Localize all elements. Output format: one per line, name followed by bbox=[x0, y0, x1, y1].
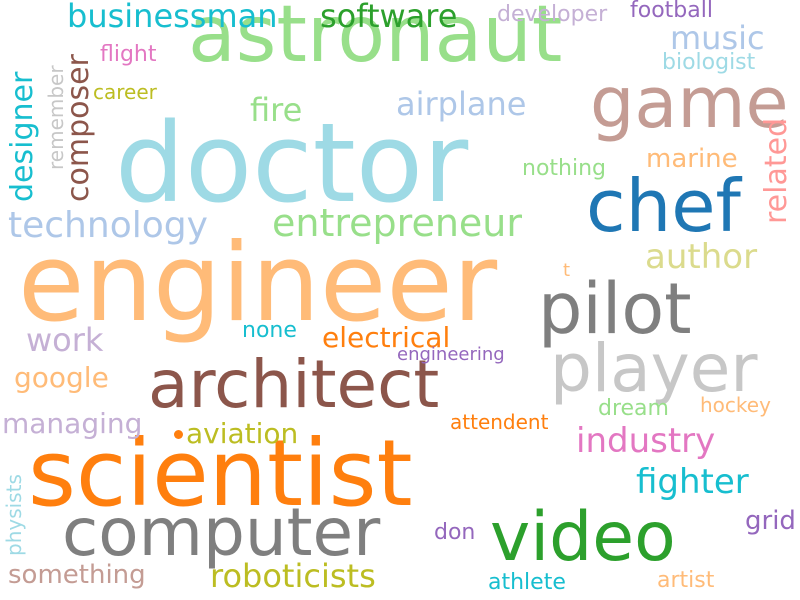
word-don: don bbox=[434, 520, 476, 545]
word-related: related bbox=[759, 117, 794, 224]
word-physists: physists bbox=[2, 474, 26, 556]
dot-mark bbox=[174, 430, 183, 439]
word-developer: developer bbox=[497, 2, 608, 27]
word-chef: chef bbox=[586, 164, 741, 248]
word-roboticists: roboticists bbox=[210, 557, 376, 595]
word-none: none bbox=[242, 318, 297, 343]
word-football: football bbox=[630, 0, 713, 23]
word-architect: architect bbox=[148, 346, 440, 423]
word-industry: industry bbox=[576, 421, 716, 461]
word-engineer: engineer bbox=[18, 221, 498, 346]
word-nothing: nothing bbox=[522, 156, 606, 181]
word-software: software bbox=[320, 0, 458, 35]
word-fighter: fighter bbox=[636, 462, 749, 502]
word-work: work bbox=[26, 321, 104, 359]
word-fire: fire bbox=[250, 91, 303, 129]
word-dream: dream bbox=[598, 396, 669, 421]
word-entrepreneur: entrepreneur bbox=[272, 201, 522, 245]
word-biologist: biologist bbox=[662, 50, 756, 75]
word-player: player bbox=[550, 330, 758, 407]
word-author: author bbox=[645, 237, 758, 277]
word-businessman: businessman bbox=[67, 0, 278, 35]
word-grid: grid bbox=[745, 506, 796, 536]
word-managing: managing bbox=[2, 407, 143, 440]
word-marine: marine bbox=[646, 144, 738, 174]
word-pilot: pilot bbox=[538, 268, 692, 350]
word-airplane: airplane bbox=[396, 85, 527, 123]
word-doctor: doctor bbox=[115, 99, 469, 227]
word-t: t bbox=[563, 260, 571, 281]
word-attendent: attendent bbox=[450, 410, 549, 434]
word-aviation: aviation bbox=[186, 417, 299, 450]
word-hockey: hockey bbox=[700, 393, 771, 417]
word-athlete: athlete bbox=[488, 570, 566, 595]
word-something: something bbox=[8, 560, 146, 590]
word-technology: technology bbox=[8, 205, 208, 246]
word-electrical: electrical bbox=[322, 321, 451, 354]
word-designer: designer bbox=[5, 71, 40, 202]
word-engineering: engineering bbox=[397, 344, 505, 365]
word-game: game bbox=[590, 62, 789, 144]
word-music: music bbox=[670, 19, 765, 57]
word-astronaut: astronaut bbox=[188, 0, 563, 80]
word-video: video bbox=[490, 498, 676, 577]
word-scientist: scientist bbox=[28, 420, 413, 527]
word-computer: computer bbox=[62, 494, 381, 571]
word-composer: composer bbox=[61, 54, 96, 202]
word-career: career bbox=[93, 80, 157, 104]
word-google: google bbox=[14, 361, 109, 394]
word-flight: flight bbox=[100, 42, 157, 67]
word-remember: remember bbox=[44, 65, 68, 170]
word-artist: artist bbox=[657, 568, 715, 593]
